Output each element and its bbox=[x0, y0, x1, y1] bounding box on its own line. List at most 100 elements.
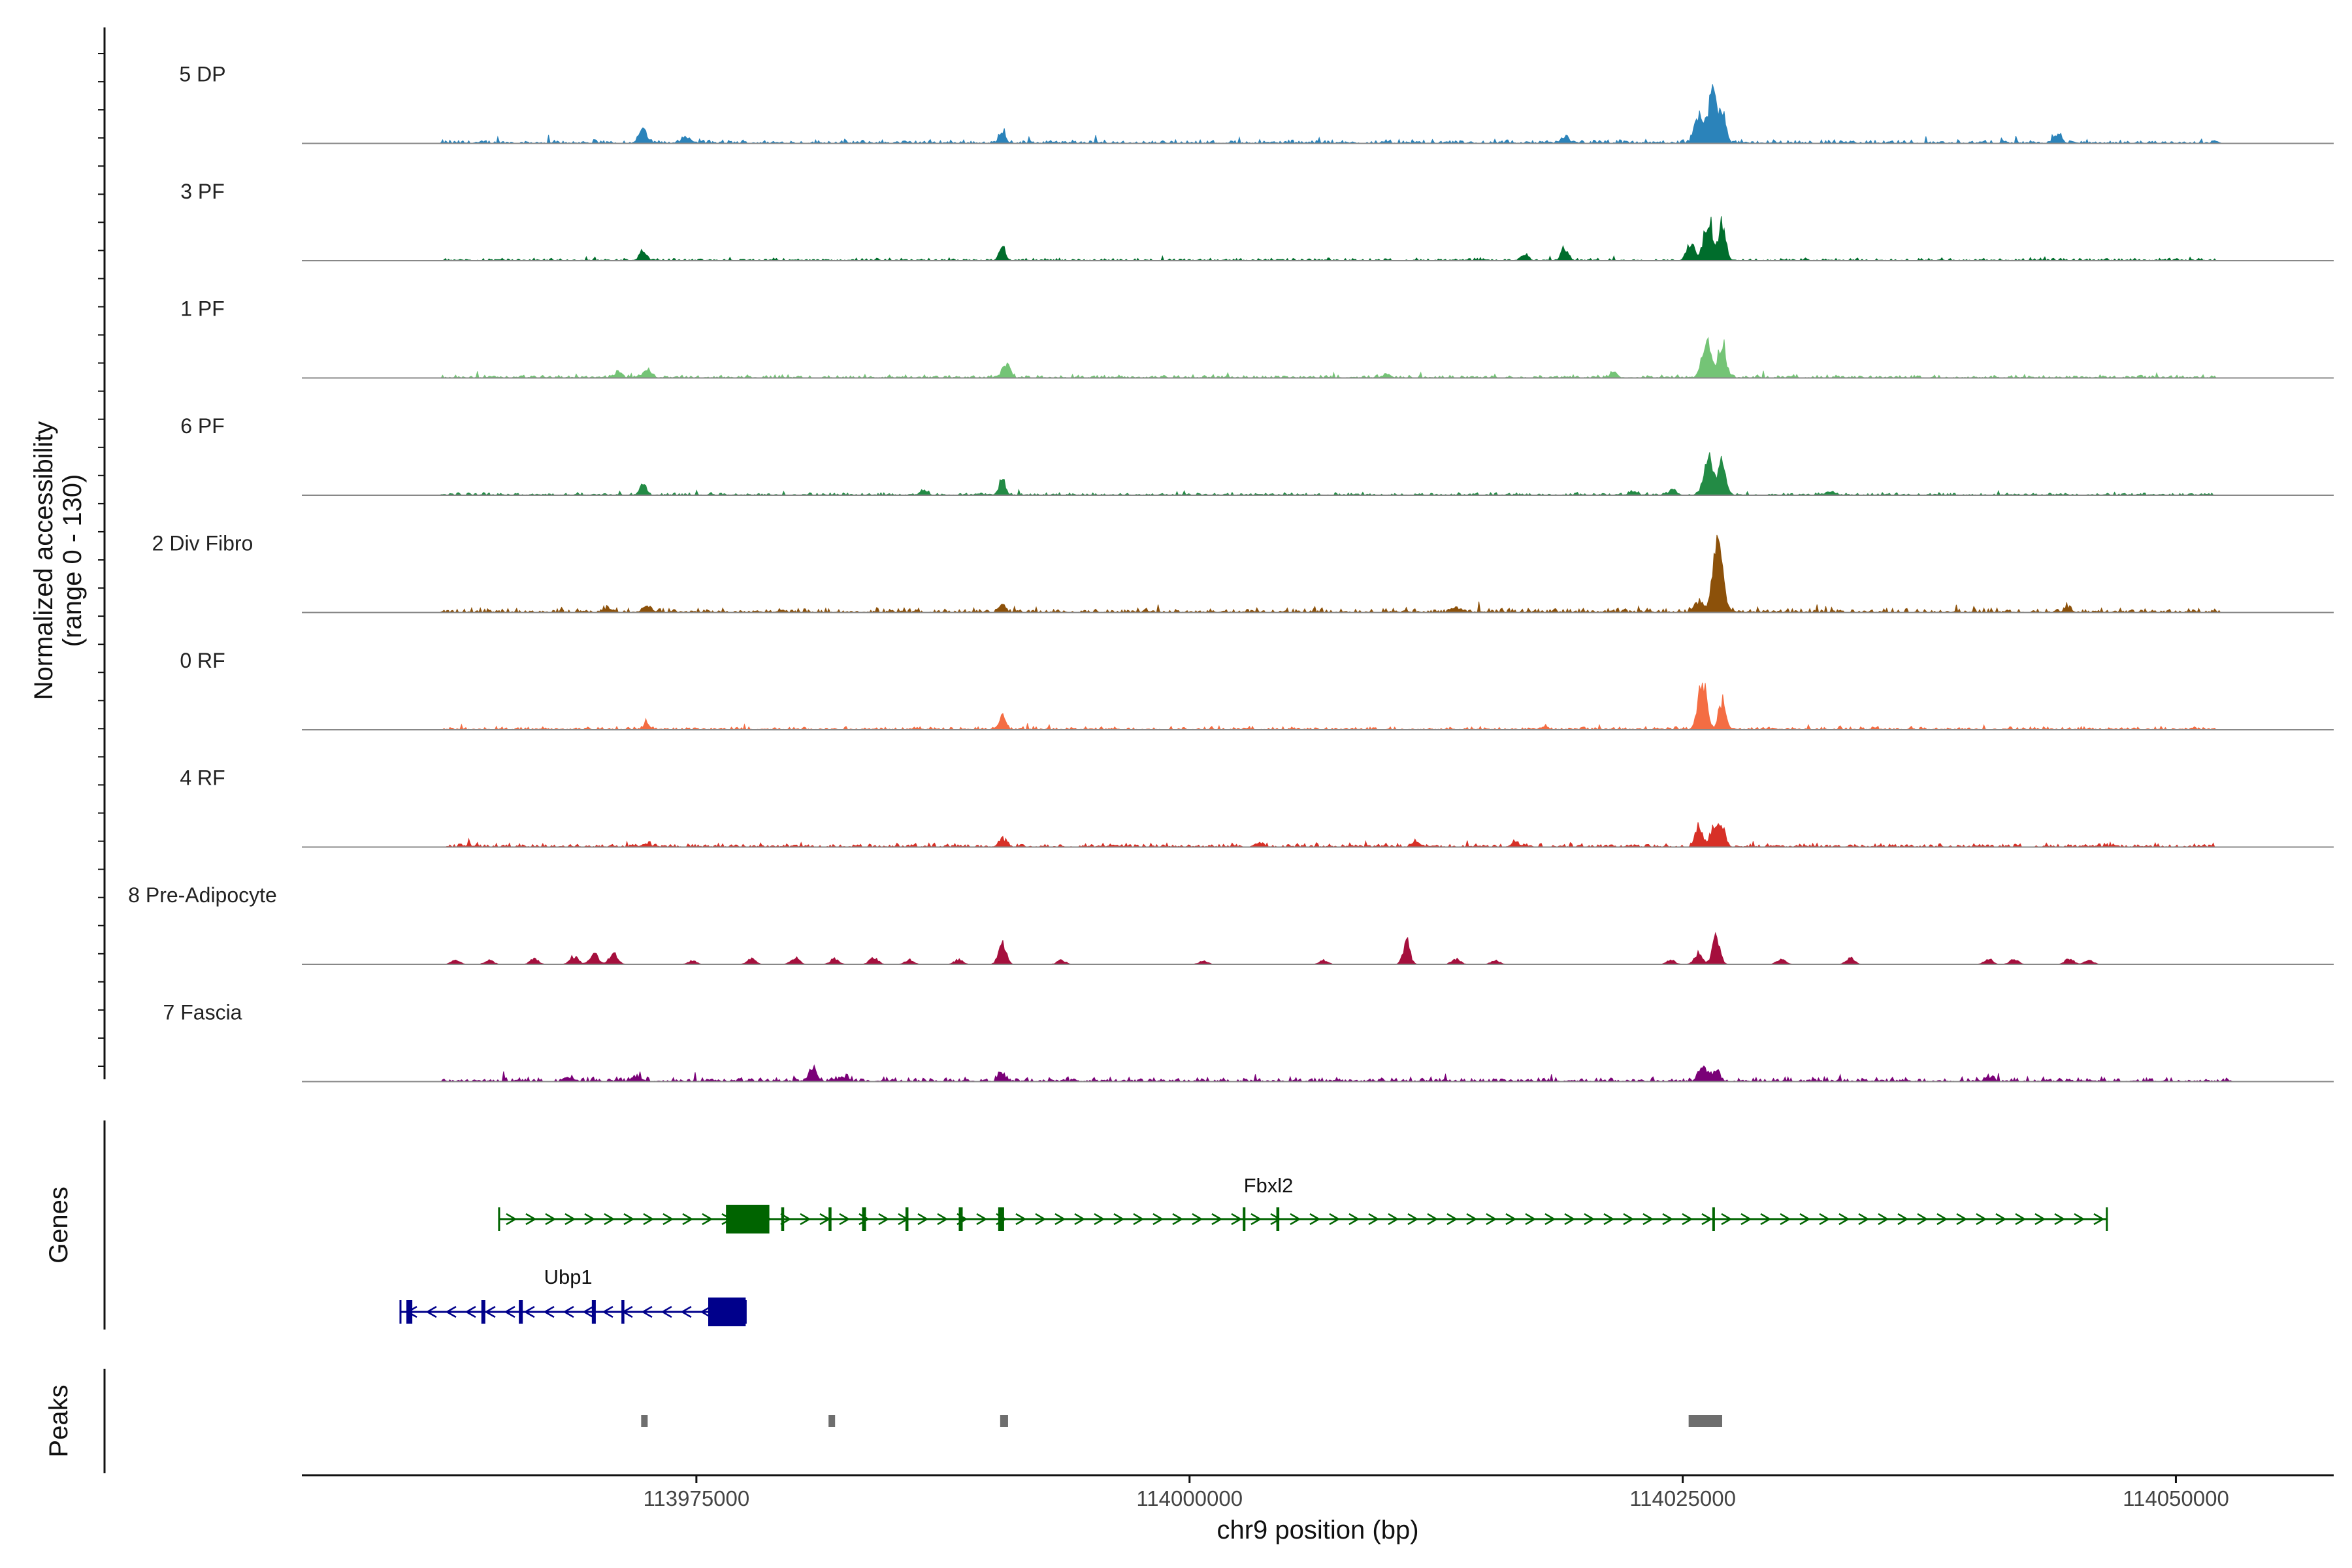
exon bbox=[781, 1207, 785, 1231]
strand-arrow bbox=[1701, 1213, 1713, 1226]
strand-arrow bbox=[702, 1213, 713, 1226]
strand-arrow bbox=[504, 1305, 515, 1318]
track-4-rf: 4 RF bbox=[180, 766, 2334, 848]
strand-arrow bbox=[662, 1213, 674, 1226]
strand-arrow bbox=[1368, 1213, 1380, 1226]
track-label: 4 RF bbox=[180, 766, 225, 790]
strand-arrow bbox=[2015, 1213, 2027, 1226]
strand-arrow bbox=[917, 1213, 929, 1226]
strand-arrow bbox=[1309, 1213, 1321, 1226]
track-label: 0 RF bbox=[180, 649, 225, 672]
track-label: 8 Pre-Adipocyte bbox=[128, 883, 277, 907]
track-2-div-fibro: 2 Div Fibro bbox=[152, 532, 2334, 613]
strand-arrow bbox=[1094, 1213, 1105, 1226]
strand-arrow bbox=[1976, 1213, 1987, 1226]
strand-arrow bbox=[1113, 1213, 1125, 1226]
track-label: 2 Div Fibro bbox=[152, 532, 253, 555]
exon bbox=[998, 1207, 1004, 1231]
gene-fbxl2: Fbxl2 bbox=[498, 1174, 2108, 1233]
strand-arrow bbox=[1623, 1213, 1635, 1226]
exon bbox=[958, 1207, 963, 1231]
strand-arrow bbox=[1584, 1213, 1595, 1226]
strand-arrow bbox=[1740, 1213, 1752, 1226]
strand-arrow bbox=[1407, 1213, 1419, 1226]
strand-arrow bbox=[582, 1305, 594, 1318]
strand-arrow bbox=[680, 1305, 692, 1318]
strand-arrow bbox=[1799, 1213, 1811, 1226]
track-7-fascia: 7 Fascia bbox=[163, 1001, 2334, 1083]
strand-arrow bbox=[1133, 1213, 1145, 1226]
track-label: 3 PF bbox=[180, 180, 225, 203]
exon bbox=[708, 1298, 746, 1326]
x-tick-label: 113975000 bbox=[644, 1486, 750, 1511]
track-6-pf: 6 PF bbox=[180, 414, 2334, 496]
strand-arrow bbox=[1466, 1213, 1478, 1226]
strand-arrow bbox=[1917, 1213, 1929, 1226]
strand-arrow bbox=[1544, 1213, 1556, 1226]
strand-arrow bbox=[839, 1213, 851, 1226]
track-8-pre-adipocyte: 8 Pre-Adipocyte bbox=[128, 883, 2334, 965]
strand-arrow bbox=[1956, 1213, 1968, 1226]
strand-arrow bbox=[523, 1305, 535, 1318]
track-1-pf: 1 PF bbox=[180, 297, 2334, 379]
strand-arrow bbox=[545, 1213, 557, 1226]
gene-label: Fbxl2 bbox=[1244, 1174, 1294, 1197]
strand-arrow bbox=[1074, 1213, 1086, 1226]
strand-arrow bbox=[878, 1213, 890, 1226]
exon bbox=[726, 1205, 770, 1233]
exon bbox=[591, 1300, 596, 1324]
track-label: 5 DP bbox=[179, 63, 225, 86]
strand-arrow bbox=[1838, 1213, 1850, 1226]
coverage-area-3-pf bbox=[302, 216, 2334, 261]
peak-region bbox=[641, 1415, 648, 1427]
strand-arrow bbox=[1211, 1213, 1223, 1226]
peaks-panel-title: Peaks bbox=[44, 1384, 73, 1457]
strand-arrow bbox=[2093, 1213, 2105, 1226]
strand-arrow bbox=[1231, 1213, 1243, 1226]
coverage-area-4-rf bbox=[302, 822, 2334, 848]
gene-ubp1: Ubp1 bbox=[399, 1266, 747, 1326]
track-5-dp: 5 DP bbox=[179, 63, 2334, 144]
strand-arrow bbox=[643, 1213, 655, 1226]
strand-arrow bbox=[1290, 1213, 1301, 1226]
strand-arrow bbox=[1780, 1213, 1791, 1226]
coverage-panel: 5 DP 3 PF 1 PF 6 PF 2 Div Fibro 0 RF 4 RF 8 Pre… bbox=[128, 63, 2334, 1083]
strand-arrow bbox=[1015, 1213, 1027, 1226]
strand-arrow bbox=[1270, 1213, 1282, 1226]
exon bbox=[1712, 1207, 1715, 1231]
exon bbox=[481, 1300, 485, 1324]
peak-region bbox=[1688, 1415, 1722, 1427]
coverage-area-7-fascia bbox=[302, 1064, 2334, 1083]
strand-arrow bbox=[465, 1305, 476, 1318]
strand-arrow bbox=[1486, 1213, 1497, 1226]
strand-arrow bbox=[800, 1213, 811, 1226]
strand-arrow bbox=[1427, 1213, 1439, 1226]
strand-arrow bbox=[1250, 1213, 1262, 1226]
strand-arrow bbox=[543, 1305, 555, 1318]
strand-arrow bbox=[1388, 1213, 1399, 1226]
strand-arrow bbox=[1603, 1213, 1615, 1226]
strand-arrow bbox=[2054, 1213, 2066, 1226]
exon bbox=[406, 1300, 413, 1324]
strand-arrow bbox=[1446, 1213, 1458, 1226]
x-axis-title: chr9 position (bp) bbox=[1217, 1516, 1418, 1544]
strand-arrow bbox=[2074, 1213, 2085, 1226]
exon bbox=[621, 1300, 625, 1324]
exon bbox=[828, 1207, 832, 1231]
strand-arrow bbox=[1682, 1213, 1693, 1226]
y-axis-title-line2: (range 0 - 130) bbox=[58, 474, 87, 647]
strand-arrow bbox=[1192, 1213, 1203, 1226]
genes-panel: Fbxl2 Ubp1 bbox=[399, 1174, 2108, 1326]
strand-arrow bbox=[1878, 1213, 1889, 1226]
gene-label: Ubp1 bbox=[544, 1266, 593, 1288]
strand-arrow bbox=[1662, 1213, 1674, 1226]
strand-arrow bbox=[623, 1213, 635, 1226]
exon bbox=[519, 1300, 523, 1324]
strand-arrow bbox=[506, 1213, 517, 1226]
strand-arrow bbox=[604, 1213, 615, 1226]
strand-arrow bbox=[2034, 1213, 2046, 1226]
strand-arrow bbox=[564, 1213, 576, 1226]
x-axis: 113975000 114000000 114025000 114050000 bbox=[302, 1474, 2334, 1511]
strand-arrow bbox=[1642, 1213, 1654, 1226]
x-tick-label: 114000000 bbox=[1136, 1486, 1243, 1511]
